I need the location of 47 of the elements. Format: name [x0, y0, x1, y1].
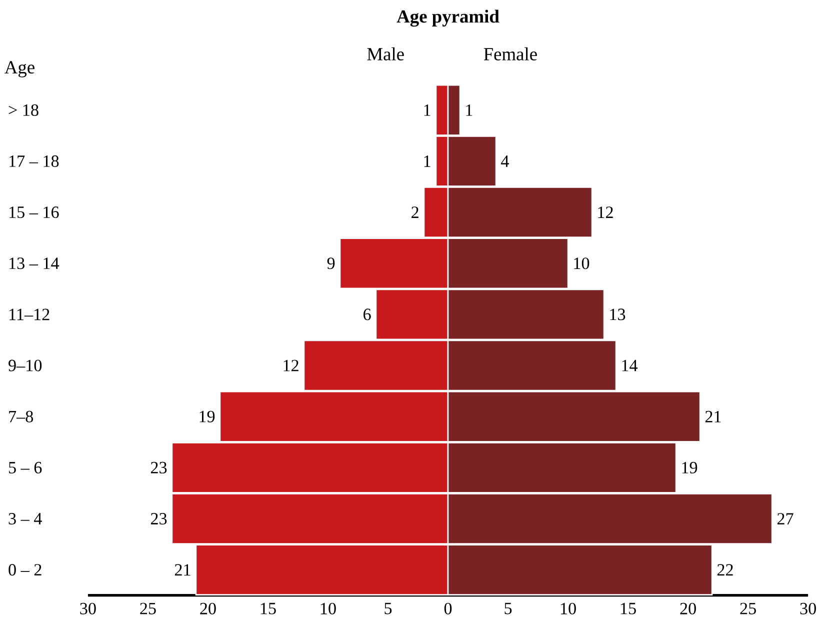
x-tick-label: 30	[80, 602, 96, 614]
y-tick-label: 3 – 4	[8, 512, 42, 524]
data-label: 1	[424, 156, 430, 167]
x-tick-label: 25	[740, 602, 756, 614]
data-label: 21	[705, 410, 721, 422]
x-tick-label: 15	[260, 602, 276, 614]
x-tick-label: 0	[444, 602, 452, 614]
y-tick-label: 17 – 18	[10, 155, 59, 167]
y-tick-label: 7–8	[9, 410, 34, 422]
data-label: 23	[150, 512, 167, 524]
y-tick-label: 15 – 16	[10, 206, 59, 218]
y-tick-label: 5 – 6	[8, 462, 42, 474]
data-label: 21	[174, 564, 190, 576]
x-tick-label: 20	[200, 602, 216, 614]
chart-title: Age pyramid	[396, 10, 500, 27]
data-label: 14	[622, 360, 638, 372]
x-tick-label: 30	[800, 602, 816, 614]
x-tick-label: 5	[384, 602, 392, 614]
y-tick-label: > 18	[8, 104, 38, 116]
y-axis-title: Age	[4, 61, 34, 78]
data-label: 23	[150, 462, 167, 474]
x-tick-label: 10	[320, 602, 336, 614]
data-label: 6	[364, 308, 371, 320]
y-tick-label: 13 – 14	[10, 258, 60, 270]
x-tick-label: 5	[504, 602, 512, 614]
data-label: 1	[424, 104, 430, 116]
x-tick-label: 10	[560, 602, 576, 614]
data-label: 2	[412, 206, 418, 218]
series-label: Female	[484, 47, 537, 60]
data-label: 12	[598, 206, 613, 218]
data-label: 10	[574, 258, 590, 270]
data-label: 9	[327, 258, 335, 270]
data-label: 4	[500, 156, 509, 167]
data-label: 13	[610, 308, 626, 320]
text: Male	[367, 47, 404, 60]
y-tick-label: 0 – 2	[8, 564, 42, 576]
data-label: 19	[682, 462, 698, 474]
y-tick-label: 9–10	[8, 360, 42, 372]
data-label: 27	[777, 513, 794, 524]
data-label: 19	[200, 410, 215, 422]
x-tick-label: 15	[620, 602, 636, 614]
x-tick-label: 20	[680, 602, 696, 614]
data-label: 12	[284, 360, 298, 372]
x-tick-label: 25	[140, 602, 156, 614]
y-tick-label: 11–12	[10, 308, 50, 320]
data-label: 22	[717, 564, 733, 576]
data-label: 1	[466, 104, 472, 116]
